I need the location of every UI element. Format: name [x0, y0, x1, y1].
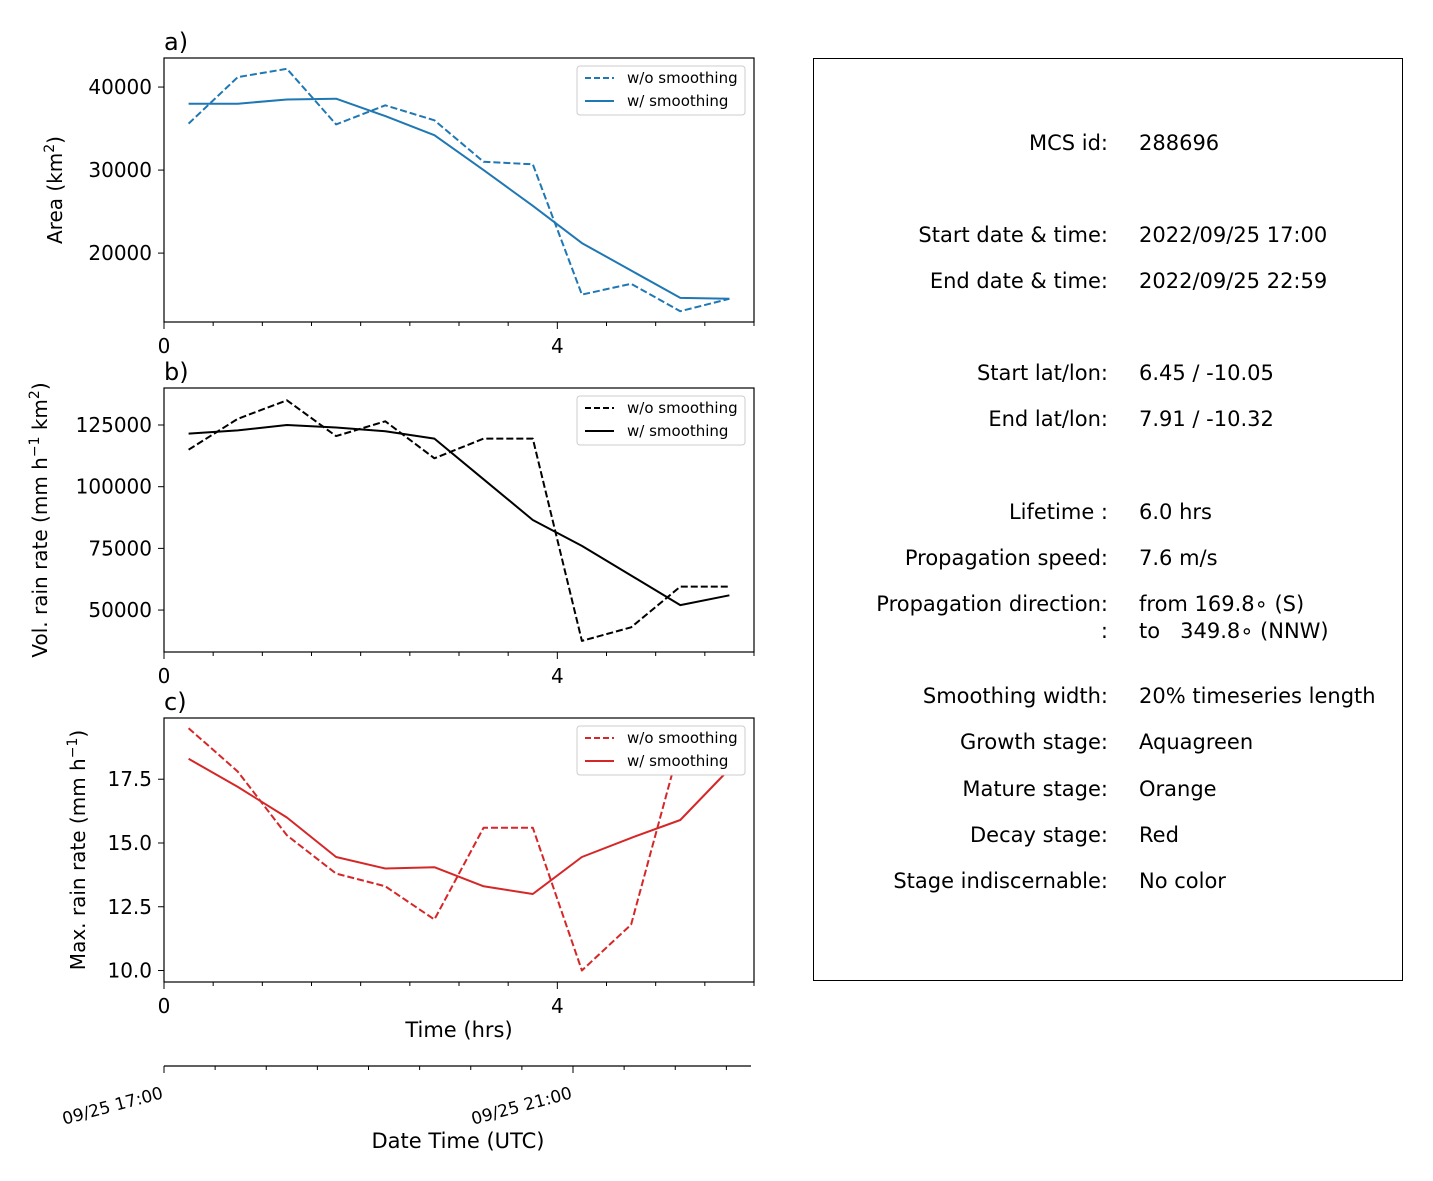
info-row-propagation-speed: Propagation speed: 7.6 m/s	[814, 546, 1404, 576]
y-tick-label: 125000	[76, 413, 152, 437]
y-axis-label: Area (km2)	[42, 136, 67, 244]
info-label: Start date & time:	[918, 223, 1108, 247]
info-row-mcs-id: MCS id: 288696	[814, 131, 1404, 161]
x-tick-label: 4	[551, 334, 564, 358]
info-value: 7.6 m/s	[1139, 546, 1218, 570]
info-value: Orange	[1139, 777, 1217, 801]
info-value: 2022/09/25 22:59	[1139, 269, 1328, 293]
legend-label: w/ smoothing	[627, 752, 728, 770]
info-value: 2022/09/25 17:00	[1139, 223, 1328, 247]
panel-label: b)	[164, 358, 189, 386]
info-row-start-time: Start date & time: 2022/09/25 17:00	[814, 223, 1404, 253]
info-value: No color	[1139, 869, 1226, 893]
y-tick-label: 50000	[88, 598, 152, 622]
info-row-stage-indiscernable: Stage indiscernable: No color	[814, 869, 1404, 899]
y-tick-label: 10.0	[107, 959, 152, 983]
info-label: Propagation speed:	[904, 546, 1108, 570]
datetime-tick-label: 09/25 17:00	[60, 1084, 165, 1130]
legend-label: w/o smoothing	[627, 729, 738, 747]
info-value: Red	[1139, 823, 1179, 847]
panel-label: c)	[164, 688, 187, 716]
info-row-end-time: End date & time: 2022/09/25 22:59	[814, 269, 1404, 299]
chart-panel-b: 50000 75000 100000 125000 0 4 b) Vol. rain rate…	[27, 358, 755, 688]
legend: w/o smoothing w/ smoothing	[576, 395, 746, 446]
info-label: MCS id:	[1028, 131, 1108, 155]
info-row-growth-stage: Growth stage: Aquagreen	[814, 730, 1404, 760]
legend-box	[576, 395, 746, 446]
info-row-decay-stage: Decay stage: Red	[814, 823, 1404, 853]
y-axis-label: Vol. rain rate (mm h−1 km2)	[27, 382, 52, 657]
x-axis-label: Time (hrs)	[404, 1018, 512, 1042]
info-label: :	[1100, 619, 1108, 643]
info-label: Growth stage:	[959, 730, 1108, 754]
legend-box	[576, 725, 746, 776]
legend-label: w/o smoothing	[627, 399, 738, 417]
info-label: Propagation direction:	[876, 592, 1108, 616]
info-row-end-latlon: End lat/lon: 7.91 / -10.32	[814, 407, 1404, 437]
info-value: 7.91 / -10.32	[1139, 407, 1274, 431]
series-line-w-smoothing	[188, 757, 731, 895]
legend: w/o smoothing w/ smoothing	[576, 65, 746, 116]
x-tick-label: 4	[551, 664, 564, 688]
info-row-propagation-direction-to: : to 349.8∘ (NNW)	[814, 619, 1404, 649]
info-label: Lifetime :	[1008, 500, 1108, 524]
info-value: to 349.8∘ (NNW)	[1139, 619, 1329, 643]
chart-panel-c: 10.0 12.5 15.0 17.5 0 4 c) Max. rain rate (mm h…	[65, 688, 755, 1042]
mcs-info-panel: MCS id: 288696 Start date & time: 2022/09/…	[813, 58, 1403, 981]
y-tick-label: 12.5	[107, 895, 152, 919]
info-value: 6.0 hrs	[1139, 500, 1212, 524]
legend-box	[576, 65, 746, 116]
info-value: 6.45 / -10.05	[1139, 361, 1274, 385]
series-line-w-smoothing	[188, 97, 730, 300]
chart-panel-a: 20000 30000 40000 0 4 a) Area (km2) w/o smoothi…	[42, 28, 755, 358]
y-axis-label: Max. rain rate (mm h−1)	[65, 730, 90, 970]
info-label: End date & time:	[929, 269, 1108, 293]
y-tick-label: 20000	[88, 241, 152, 265]
info-value: Aquagreen	[1139, 730, 1254, 754]
y-tick-label: 30000	[88, 158, 152, 182]
x-tick-label: 0	[158, 664, 171, 688]
y-tick-label: 100000	[76, 475, 152, 499]
info-label: Mature stage:	[962, 777, 1108, 801]
info-row-start-latlon: Start lat/lon: 6.45 / -10.05	[814, 361, 1404, 391]
info-label: Decay stage:	[970, 823, 1108, 847]
x-tick-label: 4	[551, 994, 564, 1018]
info-row-smoothing-width: Smoothing width: 20% timeseries length	[814, 684, 1404, 714]
y-tick-label: 17.5	[107, 767, 152, 791]
y-tick-label: 75000	[88, 536, 152, 560]
info-row-lifetime: Lifetime : 6.0 hrs	[814, 500, 1404, 530]
series-line-wo-smoothing	[188, 399, 730, 642]
panel-label: a)	[164, 28, 188, 56]
info-row-propagation-direction: Propagation direction: from 169.8∘ (S)	[814, 592, 1404, 622]
datetime-axis-label: Date Time (UTC)	[372, 1129, 545, 1153]
legend-label: w/o smoothing	[627, 69, 738, 87]
legend: w/o smoothing w/ smoothing	[576, 725, 746, 776]
info-label: End lat/lon:	[988, 407, 1108, 431]
legend-label: w/ smoothing	[627, 422, 728, 440]
legend-label: w/ smoothing	[627, 92, 728, 110]
x-tick-label: 0	[158, 994, 171, 1018]
y-tick-label: 15.0	[107, 831, 152, 855]
info-label: Stage indiscernable:	[893, 869, 1108, 893]
info-label: Start lat/lon:	[976, 361, 1108, 385]
info-row-mature-stage: Mature stage: Orange	[814, 777, 1404, 807]
info-value: from 169.8∘ (S)	[1139, 592, 1305, 616]
info-value: 288696	[1139, 131, 1220, 155]
series-line-w-smoothing	[188, 424, 730, 607]
series-line-wo-smoothing	[187, 727, 730, 972]
y-tick-label: 40000	[88, 75, 152, 99]
x-tick-label: 0	[158, 334, 171, 358]
info-label: Smoothing width:	[922, 684, 1108, 708]
info-value: 20% timeseries length	[1139, 684, 1376, 708]
datetime-tick-label: 09/25 21:00	[469, 1084, 574, 1130]
